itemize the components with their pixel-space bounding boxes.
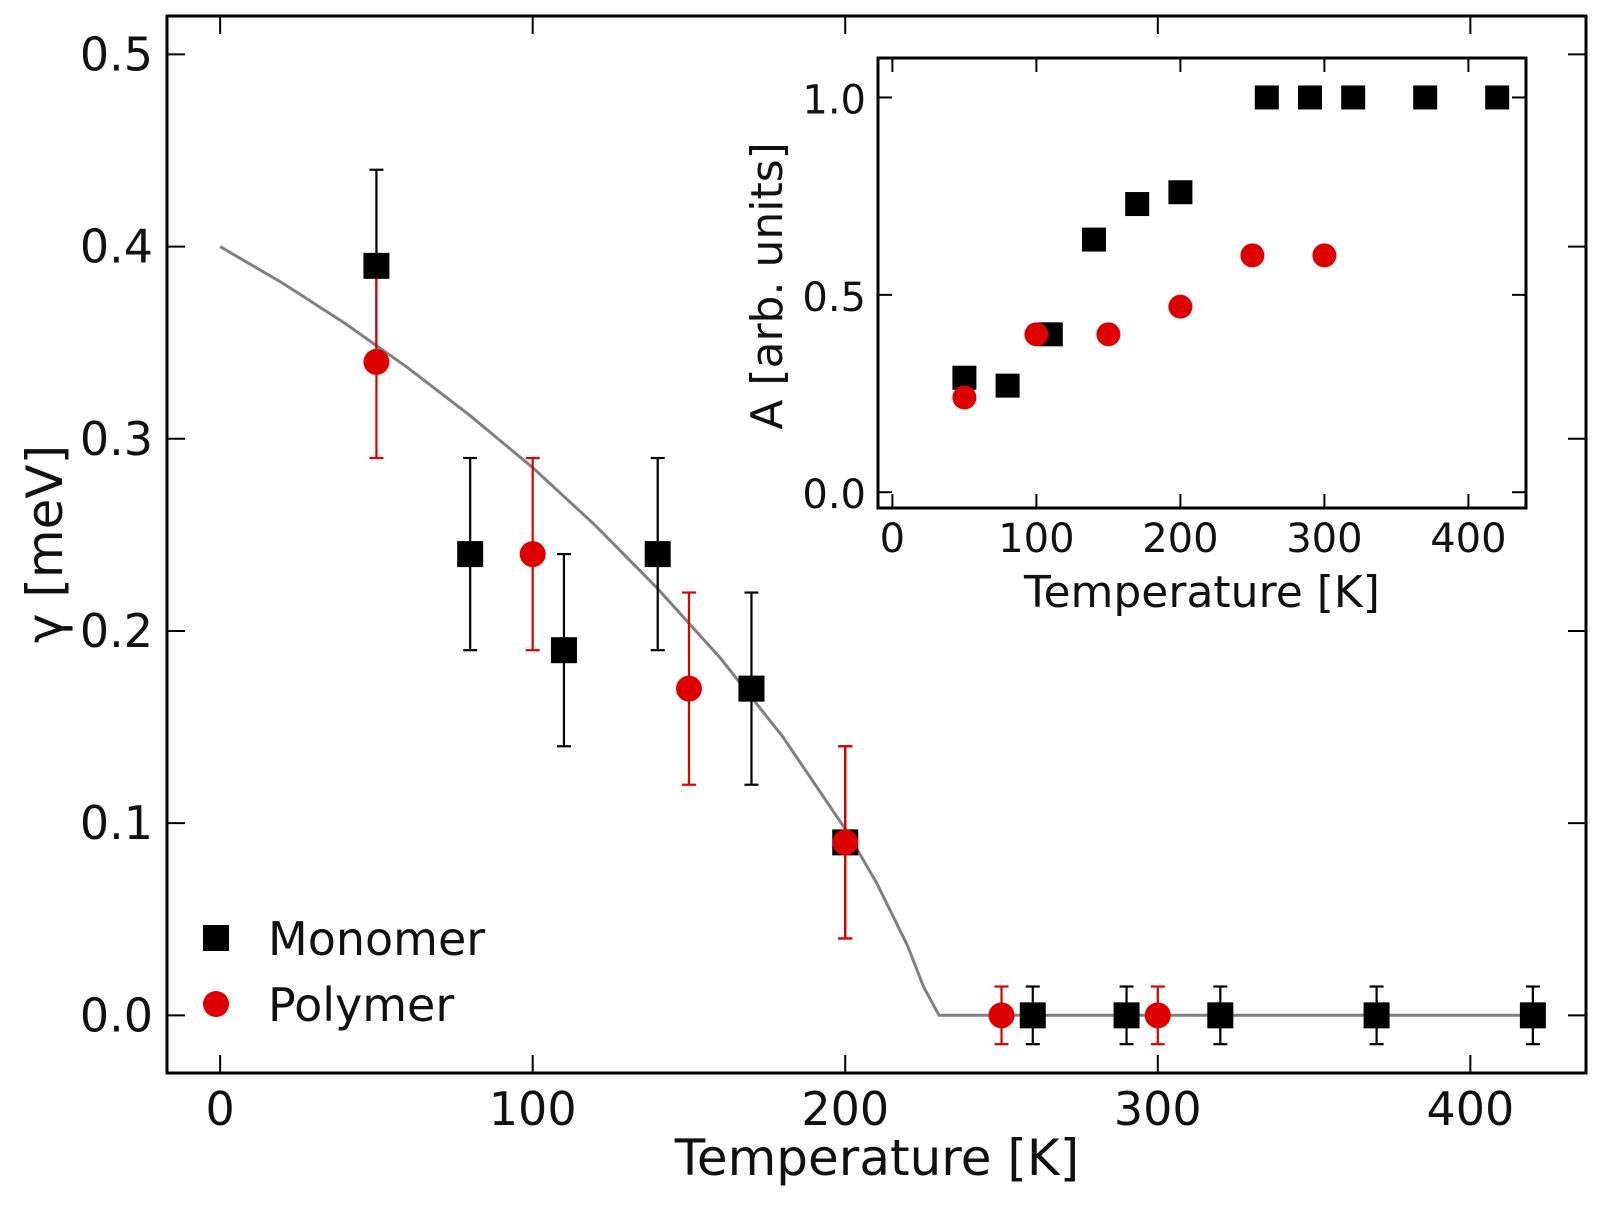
inset-data-point-monomer <box>1168 180 1193 205</box>
inset-data-point-polymer <box>952 385 977 410</box>
main-y-tick-label: 0.2 <box>80 604 153 658</box>
data-point-monomer <box>1519 1002 1546 1029</box>
inset-y-tick-label: 0.5 <box>802 275 866 321</box>
data-point-monomer <box>1207 1002 1234 1029</box>
inset-data-point-monomer <box>995 373 1020 398</box>
data-point-monomer <box>738 675 765 702</box>
legend-marker-monomer <box>203 925 229 951</box>
inset-plot-frame <box>876 56 1528 510</box>
data-point-polymer <box>363 348 390 375</box>
inset-markers <box>952 85 1510 410</box>
main-x-tick-label: 0 <box>205 1082 234 1136</box>
inset-x-axis-label: Temperature [K] <box>1023 567 1380 618</box>
main-markers <box>363 252 1546 1029</box>
data-point-monomer <box>550 637 577 664</box>
inset-data-point-polymer <box>1240 243 1265 268</box>
inset-y-tick-label: 1.0 <box>802 77 866 123</box>
data-point-monomer <box>644 541 671 568</box>
main-x-tick-label: 100 <box>489 1082 577 1136</box>
legend-label-monomer: Monomer <box>268 912 485 966</box>
main-y-tick-label: 0.0 <box>80 988 153 1042</box>
data-point-monomer <box>363 252 390 279</box>
data-point-polymer <box>1144 1002 1171 1029</box>
inset-y-tick-label: 0.0 <box>802 472 866 518</box>
main-x-tick-label: 400 <box>1426 1082 1514 1136</box>
data-point-polymer <box>675 675 702 702</box>
legend-marker-polymer <box>203 991 229 1017</box>
data-point-polymer <box>832 829 859 856</box>
inset-plot: 0 100 200 300 400 0.0 0.5 1.0 Temperature [K] A… <box>742 56 1528 618</box>
data-point-monomer <box>1363 1002 1390 1029</box>
inset-data-point-monomer <box>1125 192 1150 217</box>
inset-ticks: 0 100 200 300 400 0.0 0.5 1.0 <box>802 58 1526 562</box>
data-point-monomer <box>1019 1002 1046 1029</box>
inset-data-point-monomer <box>1254 85 1279 110</box>
inset-data-point-polymer <box>1024 322 1049 347</box>
inset-x-tick-label: 100 <box>998 516 1074 562</box>
main-y-tick-label: 0.4 <box>80 220 153 274</box>
main-y-tick-label: 0.5 <box>80 27 153 81</box>
inset-y-axis-label: A [arb. units] <box>742 142 793 430</box>
main-plot-frame <box>165 14 1588 1075</box>
inset-data-point-monomer <box>1485 85 1510 110</box>
legend-label-polymer: Polymer <box>268 978 454 1032</box>
main-y-tick-label: 0.1 <box>80 796 153 850</box>
main-x-tick-label: 200 <box>801 1082 889 1136</box>
inset-x-tick-label: 300 <box>1286 516 1362 562</box>
data-point-polymer <box>988 1002 1015 1029</box>
main-y-axis-label: γ [meV] <box>16 445 74 643</box>
inset-data-point-monomer <box>1413 85 1438 110</box>
inset-x-tick-label: 200 <box>1142 516 1218 562</box>
inset-data-point-monomer <box>1082 227 1106 252</box>
legend: Monomer Polymer <box>203 912 485 1032</box>
main-x-axis-label: Temperature [K] <box>674 1129 1079 1187</box>
inset-data-point-monomer <box>1341 85 1366 110</box>
inset-x-tick-label: 0 <box>880 516 905 562</box>
data-point-polymer <box>519 541 546 568</box>
inset-data-point-polymer <box>1312 243 1337 268</box>
main-x-tick-label: 300 <box>1114 1082 1202 1136</box>
inset-data-point-polymer <box>1096 322 1121 347</box>
main-plot: 0 100 200 300 400 0.0 0.1 0.2 0.3 0.4 0.5 Temperat… <box>16 14 1588 1187</box>
inset-data-point-monomer <box>1298 85 1322 110</box>
data-point-monomer <box>1113 1002 1140 1029</box>
inset-data-point-polymer <box>1168 294 1193 319</box>
main-ticks: 0 100 200 300 400 0.0 0.1 0.2 0.3 0.4 0.5 <box>80 16 1586 1136</box>
data-point-monomer <box>457 541 484 568</box>
inset-x-tick-label: 400 <box>1430 516 1506 562</box>
main-y-tick-label: 0.3 <box>80 412 153 466</box>
